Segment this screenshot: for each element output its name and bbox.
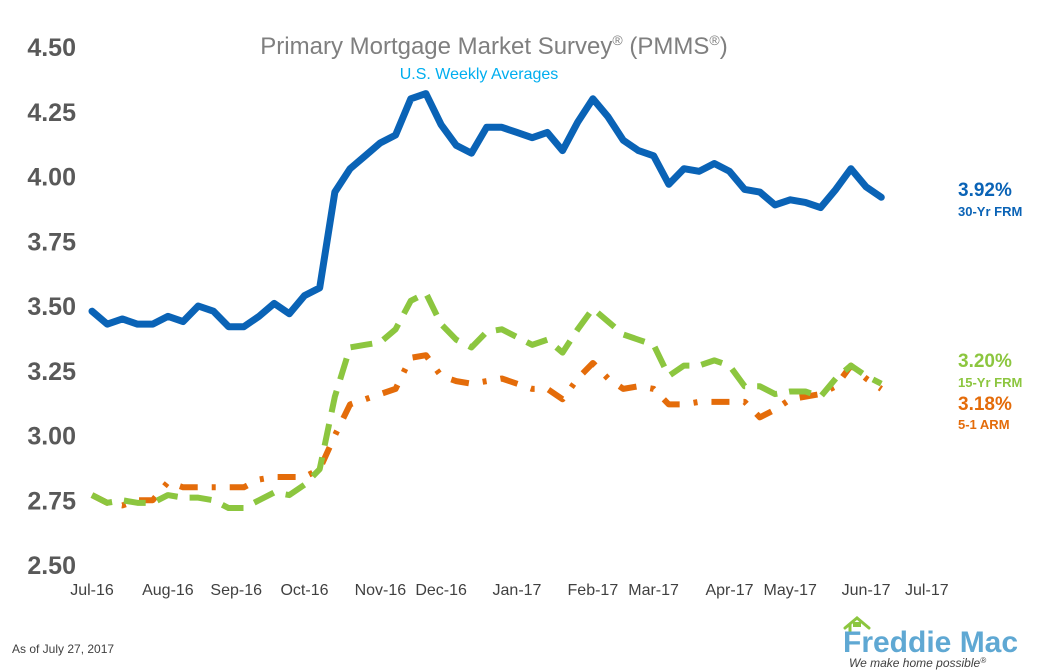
y-tick-label: 3.25 [27, 358, 76, 386]
title-trademark-b: ® [709, 32, 720, 48]
x-tick-label: Feb-17 [568, 582, 619, 599]
end-value-label: 3.18% [958, 394, 1012, 415]
end-value-label: 3.20% [958, 351, 1012, 372]
logo-wordmark: Freddie Mac [843, 626, 1018, 659]
chart-title: Primary Mortgage Market Survey® (PMMS®) [260, 32, 727, 60]
title-text: Primary Mortgage Market Survey [260, 33, 612, 60]
roof-icon [843, 616, 871, 633]
y-tick-label: 3.50 [27, 293, 76, 321]
y-tick-label: 4.00 [27, 164, 76, 192]
as-of-note: As of July 27, 2017 [12, 642, 114, 656]
x-tick-label: Dec-16 [415, 582, 467, 599]
y-tick-label: 4.50 [27, 34, 76, 62]
end-labels: 3.92% 30-Yr FRM 3.20% 15-Yr FRM 3.18% 5-1 ARM [958, 180, 1022, 432]
title-close: ) [720, 33, 728, 60]
x-tick-label: Aug-16 [142, 582, 194, 599]
series-name-label: 15-Yr FRM [958, 375, 1022, 390]
y-tick-label: 2.75 [27, 487, 76, 515]
series-layer [88, 90, 885, 512]
title-paren: (PMMS [623, 33, 710, 60]
x-tick-label: Oct-16 [280, 582, 328, 599]
x-axis: Jul-16 Aug-16 Sep-16 Oct-16 Nov-16 Dec-16 Jan-… [70, 582, 949, 599]
series-line-15-yr-frm [90, 290, 883, 512]
y-axis: 4.50 4.25 4.00 3.75 3.50 3.25 3.00 2.75 2.50 [27, 34, 76, 580]
series-line-5-1-arm [90, 352, 883, 509]
series-name-label: 30-Yr FRM [958, 204, 1022, 219]
y-tick-label: 4.25 [27, 99, 76, 127]
x-tick-label: Jun-17 [842, 582, 891, 599]
x-tick-label: Jul-16 [70, 582, 114, 599]
tagline-text: We make home possible [849, 656, 981, 670]
end-value-label: 3.92% [958, 180, 1012, 201]
x-tick-label: Nov-16 [355, 582, 407, 599]
y-tick-label: 3.75 [27, 228, 76, 256]
series-line-30-yr-frm [88, 90, 885, 331]
x-tick-label: Jul-17 [905, 582, 949, 599]
logo-tagline: We make home possible® [849, 656, 986, 670]
series-name-label: 5-1 ARM [958, 417, 1010, 432]
y-tick-label: 3.00 [27, 423, 76, 451]
tagline-mark: ® [980, 656, 986, 665]
x-tick-label: Apr-17 [705, 582, 753, 599]
x-tick-label: Mar-17 [628, 582, 679, 599]
y-tick-label: 2.50 [27, 552, 76, 580]
chart-subtitle: U.S. Weekly Averages [400, 66, 559, 83]
x-tick-label: Jan-17 [493, 582, 542, 599]
freddie-mac-logo: Freddie Mac We make home possible® [843, 616, 1018, 670]
title-trademark-a: ® [612, 32, 623, 48]
x-tick-label: Sep-16 [210, 582, 262, 599]
x-tick-label: May-17 [764, 582, 817, 599]
